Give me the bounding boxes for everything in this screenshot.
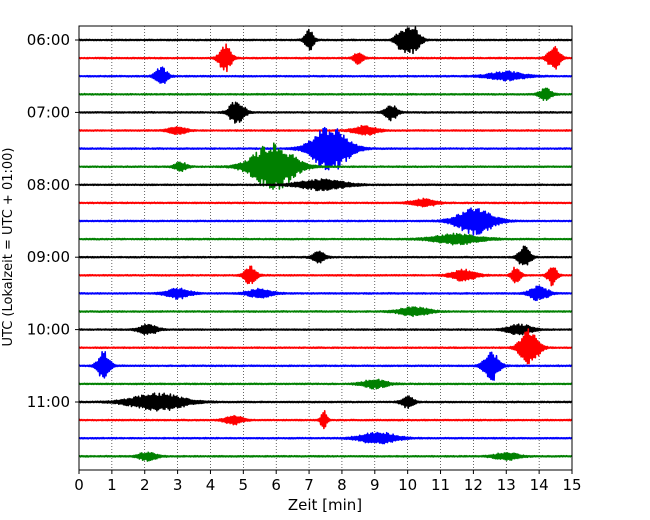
x-tick-label: 8 [337,476,347,494]
x-tick-label: 10 [398,476,417,494]
seismogram-trace [78,265,573,287]
seismogram-trace [78,410,573,430]
x-tick-label: 9 [370,476,380,494]
seismogram-trace [78,207,573,236]
x-tick-label: 14 [530,476,549,494]
seismogram-trace [78,232,573,246]
seismogram-trace [78,328,573,365]
x-tick-label: 3 [173,476,183,494]
seismogram-trace [78,43,573,73]
x-tick-label: 15 [562,476,581,494]
seismogram-trace [78,197,573,208]
seismogram-trace [78,431,573,445]
x-tick-label: 4 [206,476,216,494]
seismogram-trace [78,26,573,55]
seismogram-trace [78,350,573,381]
seismogram-trace [78,285,573,302]
plot-frame [78,25,573,471]
seismogram-trace [78,378,573,390]
y-tick-label: 11:00 [27,393,70,411]
seismogram-trace [78,87,573,101]
seismogram-trace [78,126,573,171]
y-axis-ticks: 06:00 07:00 08:00 09:00 10:00 11:00 [27,31,79,411]
seismogram-trace [78,306,573,318]
y-tick-label: 10:00 [27,321,70,339]
x-tick-label: 12 [464,476,483,494]
x-tick-label: 0 [74,476,84,494]
x-axis-label: Zeit [min] [288,496,362,514]
y-tick-label: 08:00 [27,176,70,194]
x-tick-label: 1 [107,476,117,494]
x-tick-label: 6 [271,476,281,494]
x-tick-label: 5 [239,476,249,494]
seismogram-trace [78,66,573,85]
x-tick-label: 11 [431,476,450,494]
seismogram-trace [78,451,573,462]
seismogram-trace [78,392,573,412]
x-tick-label: 7 [304,476,314,494]
x-tick-label: 13 [497,476,516,494]
y-axis-label: UTC (Lokalzeit = UTC + 01:00) [1,148,16,347]
seismogram-trace [78,142,573,190]
seismogram-trace [78,178,573,192]
y-tick-label: 06:00 [27,31,70,49]
x-axis-ticks: 0 1 2 3 4 5 6 7 8 9 10 11 12 13 14 15 [74,470,582,494]
y-tick-label: 07:00 [27,103,70,121]
trace-group [78,26,573,462]
seismogram-trace [78,323,573,336]
x-tick-label: 2 [140,476,150,494]
seismogram-trace [78,101,573,124]
seismogram-trace [78,245,573,266]
y-tick-label: 09:00 [27,248,70,266]
vertical-grid [111,26,540,470]
